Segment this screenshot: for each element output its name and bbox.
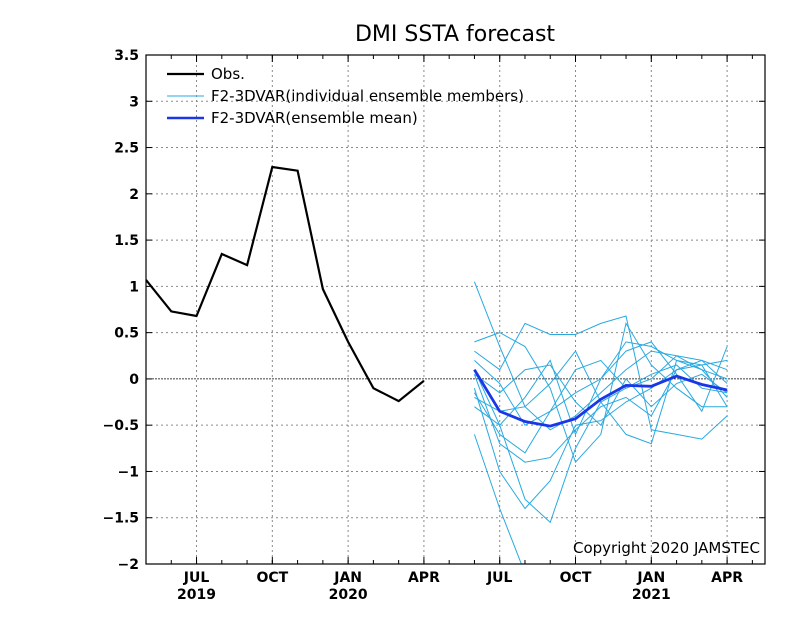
y-tick-label: 2.5	[114, 141, 139, 157]
axis-ticks: 3.5 3 2.5 2 1.5 1 0.5 0 −0.5 −1 −1.5 −2 JUL OCT JAN APR…	[102, 48, 765, 603]
series-group	[146, 165, 728, 564]
ensemble-member-line-12	[473, 434, 522, 564]
x-tick-label: OCT	[256, 570, 288, 586]
obs-line	[146, 165, 425, 403]
grid-lines	[146, 55, 765, 564]
chart-title: DMI SSTA forecast	[355, 22, 555, 47]
x-tick-label: JAN	[636, 570, 665, 586]
legend: Obs. F2-3DVAR(individual ensemble member…	[167, 65, 524, 127]
x-tick-label: APR	[408, 570, 440, 586]
x-tick-label: JUL	[183, 570, 210, 586]
y-tick-label: 1	[129, 279, 139, 295]
ensemble-mean-line	[473, 368, 728, 428]
copyright-annotation: Copyright 2020 JAMSTEC	[573, 539, 760, 557]
year-label: 2020	[329, 587, 368, 603]
y-tick-label: −0.5	[102, 418, 139, 434]
plot-frame	[145, 54, 766, 565]
y-tick-label: 1.5	[114, 233, 139, 249]
y-tick-label: 2	[129, 187, 139, 203]
y-tick-label: 3.5	[114, 48, 139, 64]
ensemble-member-line-8	[473, 359, 728, 454]
year-label: 2021	[632, 587, 671, 603]
x-tick-label: OCT	[560, 570, 592, 586]
y-tick-label: 0	[129, 372, 139, 388]
ensemble-member-line-1	[473, 281, 728, 431]
ensemble-member-line-3	[474, 315, 728, 440]
year-label: 2019	[177, 587, 216, 603]
y-tick-label: −1	[118, 464, 139, 480]
y-tick-label: −1.5	[102, 511, 139, 527]
legend-label-members: F2-3DVAR(individual ensemble members)	[211, 87, 524, 105]
ensemble-member-line-7	[473, 359, 728, 510]
y-tick-label: 0.5	[114, 326, 139, 342]
x-tick-label: JAN	[333, 570, 362, 586]
ensemble-member-line-2	[474, 322, 728, 464]
y-tick-label: 3	[129, 94, 139, 110]
legend-label-mean: F2-3DVAR(ensemble mean)	[211, 109, 418, 127]
ensemble-member-line-4	[474, 341, 728, 426]
x-tick-label: APR	[711, 570, 743, 586]
legend-label-obs: Obs.	[211, 65, 245, 83]
ensemble-member-line-9	[474, 350, 728, 445]
ensemble-member-line-6	[473, 359, 728, 463]
ensemble-member-line-11	[474, 364, 728, 427]
y-tick-label: −2	[118, 557, 139, 573]
x-tick-label: JUL	[486, 570, 513, 586]
ensemble-member-line-10	[474, 341, 728, 436]
